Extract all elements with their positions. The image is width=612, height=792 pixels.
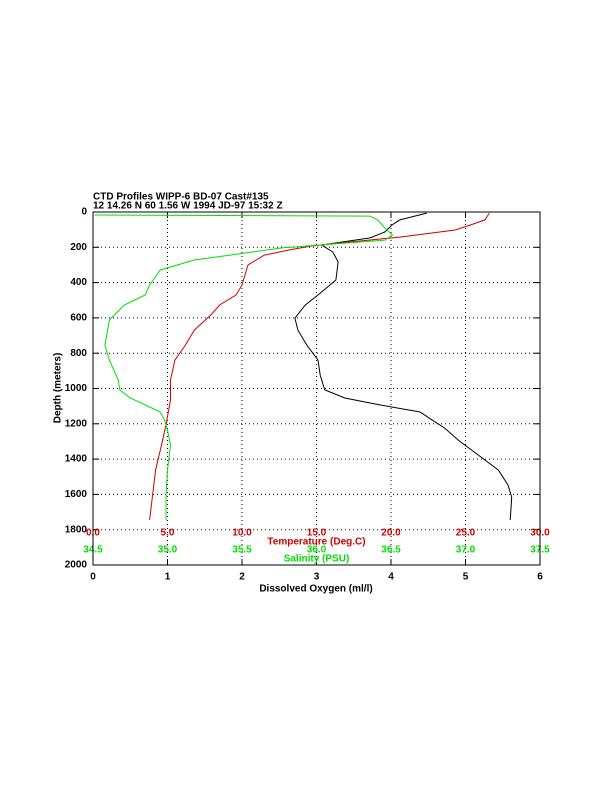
- y-tick-label: 1200: [65, 418, 88, 429]
- salinity-axis-tick-label: 37.0: [456, 545, 476, 556]
- temperature-axis-tick-label: 20.0: [381, 528, 401, 539]
- salinity-axis-tick-label: 36.0: [307, 545, 327, 556]
- y-tick-label: 0: [81, 207, 87, 218]
- profile-line: [94, 214, 394, 520]
- y-tick-label: 1600: [65, 489, 88, 500]
- y-tick-label: 800: [70, 348, 87, 359]
- y-tick-label: 1400: [65, 454, 88, 465]
- plot-frame: [92, 211, 541, 566]
- temperature-axis-tick-label: 25.0: [456, 528, 476, 539]
- x-tick-label: 0: [90, 572, 96, 583]
- y-tick-label: 400: [70, 277, 87, 288]
- y-tick-label: 200: [70, 242, 87, 253]
- x-tick-label: 5: [463, 572, 469, 583]
- x-tick-label: 3: [314, 572, 320, 583]
- chart-subtitle: 12 14.26 N 60 1.56 W 1994 JD-97 15:32 Z: [93, 201, 283, 212]
- y-tick-label: 2000: [65, 560, 88, 571]
- profile-line: [294, 212, 513, 521]
- salinity-axis-tick-label: 35.0: [158, 545, 178, 556]
- chart-title: CTD Profiles WIPP-6 BD-07 Cast#135: [93, 192, 269, 203]
- salinity-axis-label: Salinity (PSU): [284, 554, 350, 565]
- x-tick-label: 4: [388, 572, 394, 583]
- y-tick-label: 600: [70, 313, 87, 324]
- y-tick-label: 1800: [65, 524, 88, 535]
- profile-line: [149, 212, 490, 521]
- salinity-axis-tick-label: 36.5: [381, 545, 401, 556]
- x-axis-label: Dissolved Oxygen (ml/l): [259, 584, 372, 595]
- temperature-axis-tick-label: 5.0: [161, 528, 175, 539]
- x-tick-label: 1: [165, 572, 171, 583]
- temperature-axis-label: Temperature (Deg.C): [267, 537, 365, 548]
- y-tick-label: 1000: [65, 383, 88, 394]
- salinity-axis-tick-label: 35.5: [232, 545, 252, 556]
- x-tick-label: 6: [537, 572, 543, 583]
- y-axis-label: Depth (meters): [53, 353, 64, 424]
- temperature-axis-tick-label: 10.0: [232, 528, 252, 539]
- x-tick-label: 2: [239, 572, 245, 583]
- temperature-axis-tick-label: 15.0: [307, 528, 327, 539]
